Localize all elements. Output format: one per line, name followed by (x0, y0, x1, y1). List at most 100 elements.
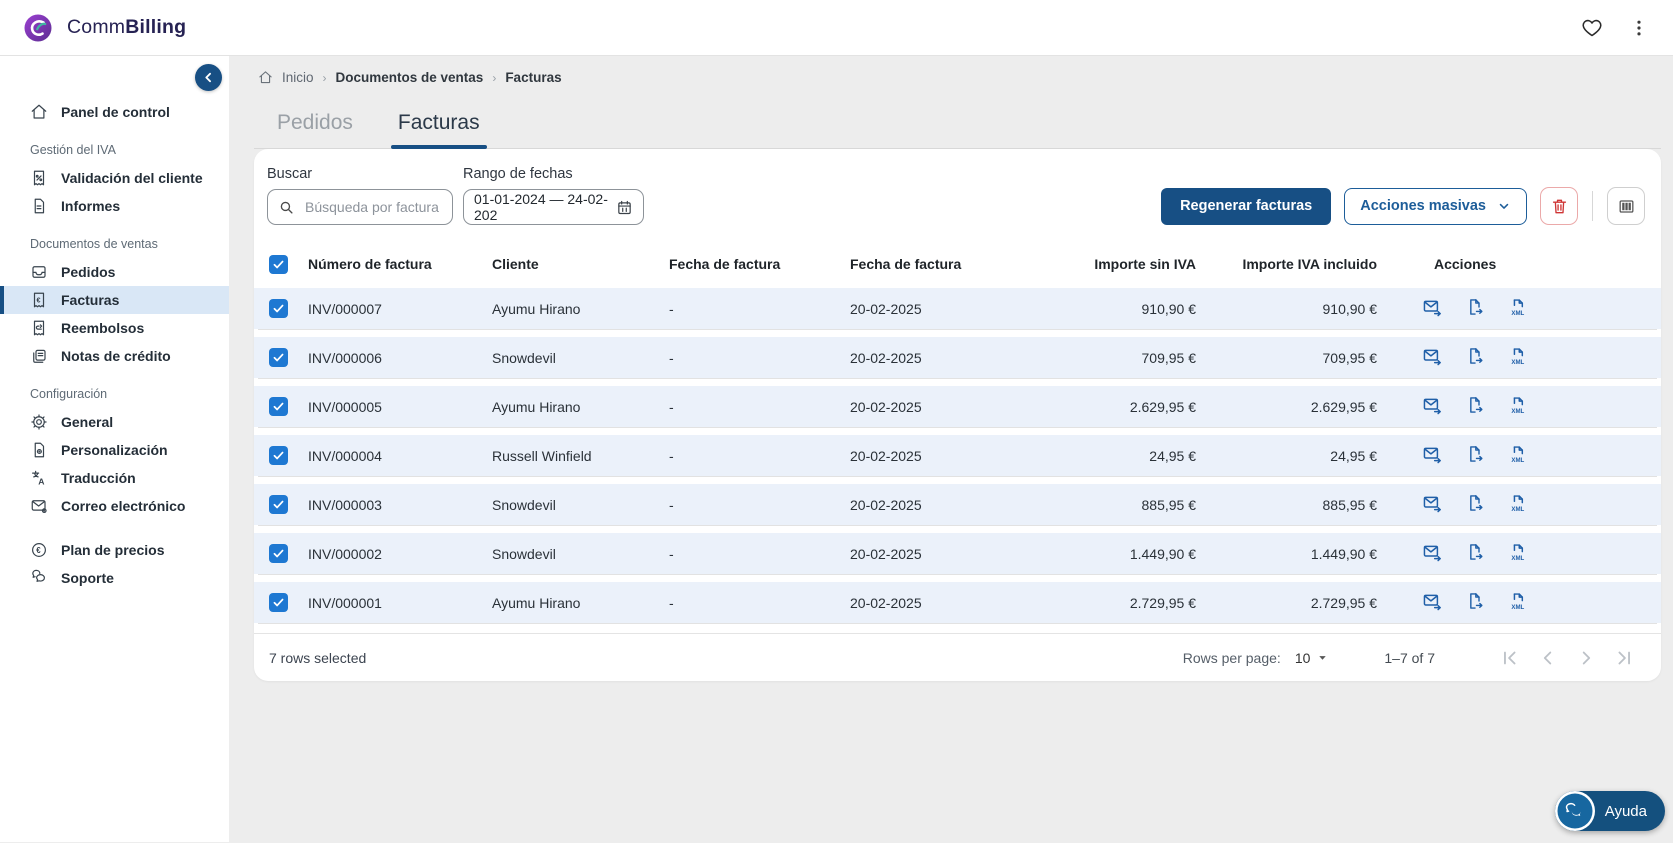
sidebar-item-label: Correo electrónico (61, 498, 186, 514)
row-checkbox[interactable] (269, 446, 288, 465)
sidebar-item-informes[interactable]: Informes (0, 192, 229, 220)
table-row-inv-000006[interactable]: INV/000006 Snowdevil - 20-02-2025 709,95 € 70… (254, 337, 1661, 378)
breadcrumb-documentos-de-ventas[interactable]: Documentos de ventas (335, 70, 484, 85)
sidebar-item-label: Validación del cliente (61, 170, 203, 186)
sidebar-item-label: Traducción (61, 470, 136, 486)
table-footer: 7 rows selected Rows per page: 10 1–7 of… (254, 633, 1661, 681)
table-row-inv-000007[interactable]: INV/000007 Ayumu Hirano - 20-02-2025 910,90 … (254, 288, 1661, 329)
svg-text:XML: XML (1511, 309, 1524, 316)
sidebar-item-label: Facturas (61, 292, 120, 308)
sidebar-item-correo-electronico[interactable]: Correo electrónico (0, 492, 229, 520)
row-checkbox[interactable] (269, 397, 288, 416)
breadcrumb: Inicio › Documentos de ventas › Facturas (254, 70, 1673, 85)
sidebar-item-reembolsos[interactable]: Reembolsos (0, 314, 229, 342)
breadcrumb-separator: › (492, 70, 497, 85)
table-row-inv-000004[interactable]: INV/000004 Russell Winfield - 20-02-2025 24,… (254, 435, 1661, 476)
search-input[interactable] (303, 198, 442, 216)
invoice-date: - (669, 594, 674, 611)
date-range-value: 01-01-2024 — 24-02-202 (474, 191, 608, 223)
table-row-inv-000002[interactable]: INV/000002 Snowdevil - 20-02-2025 1.449,90 €… (254, 533, 1661, 574)
sidebar-item-pedidos[interactable]: Pedidos (0, 258, 229, 286)
delete-selected-button[interactable] (1540, 187, 1578, 225)
send-email-button[interactable] (1422, 297, 1443, 321)
send-email-button[interactable] (1422, 444, 1443, 468)
brand-logo[interactable]: CommBilling (22, 12, 186, 44)
help-button[interactable]: Ayuda (1554, 791, 1665, 831)
sidebar-item-general[interactable]: General (0, 408, 229, 436)
columns-button[interactable] (1607, 187, 1645, 225)
invoice-number: INV/000003 (308, 496, 382, 513)
column-header-importe-sin-iva-4: Importe sin IVA (1094, 256, 1196, 272)
breadcrumb-separator: › (322, 70, 327, 85)
chat-icon (1554, 791, 1595, 831)
select-all-checkbox[interactable] (269, 254, 288, 274)
sidebar-item-notas-de-credito[interactable]: Notas de crédito (0, 342, 229, 370)
sidebar-item-traduccion[interactable]: A Traducción (0, 464, 229, 492)
last-page-button[interactable] (1613, 647, 1635, 669)
download-xml-button[interactable]: XML (1507, 297, 1528, 321)
sidebar-item-soporte[interactable]: Soporte (0, 564, 229, 592)
send-email-button[interactable] (1422, 346, 1443, 370)
download-xml-button[interactable]: XML (1507, 444, 1528, 468)
search-label: Buscar (267, 166, 313, 182)
export-file-button[interactable] (1465, 542, 1485, 566)
calendar-icon (616, 199, 633, 216)
tab-pedidos[interactable]: Pedidos (277, 111, 353, 134)
xml-file-icon: XML (1507, 542, 1528, 566)
sidebar-item-personalizacion[interactable]: Personalización (0, 436, 229, 464)
send-email-button[interactable] (1422, 395, 1443, 419)
row-checkbox[interactable] (269, 593, 288, 612)
row-checkbox[interactable] (269, 544, 288, 563)
row-checkbox[interactable] (269, 495, 288, 514)
export-file-button[interactable] (1465, 297, 1485, 321)
svg-text:XML: XML (1511, 407, 1524, 414)
table-row-inv-000003[interactable]: INV/000003 Snowdevil - 20-02-2025 885,95 € 88… (254, 484, 1661, 525)
column-header-fecha-de-factura-2: Fecha de factura (669, 256, 781, 272)
table-row-inv-000005[interactable]: INV/000005 Ayumu Hirano - 20-02-2025 2.629,9… (254, 386, 1661, 427)
first-page-button[interactable] (1499, 647, 1521, 669)
sidebar-item-panel-de-control[interactable]: Panel de control (0, 98, 229, 126)
rows-per-page-select[interactable]: 10 (1295, 650, 1329, 666)
amount-net: 709,95 € (1141, 349, 1197, 366)
trash-icon (1550, 197, 1569, 216)
invoice-number: INV/000004 (308, 447, 382, 464)
receipt-euro-icon: € (30, 291, 48, 309)
client-name: Ayumu Hirano (492, 398, 581, 415)
tab-facturas[interactable]: Facturas (390, 111, 487, 149)
next-page-button[interactable] (1575, 647, 1597, 669)
client-name: Russell Winfield (492, 447, 592, 464)
row-checkbox[interactable] (269, 348, 288, 367)
export-file-button[interactable] (1465, 346, 1485, 370)
favorites-heart-button[interactable] (1581, 17, 1603, 39)
sidebar-item-validacion-del-cliente[interactable]: Validación del cliente (0, 164, 229, 192)
download-xml-button[interactable]: XML (1507, 493, 1528, 517)
mail-send-icon (1422, 297, 1443, 321)
amount-gross: 2.729,95 € (1310, 594, 1377, 611)
breadcrumb-facturas[interactable]: Facturas (505, 70, 562, 85)
row-checkbox[interactable] (269, 299, 288, 318)
regenerate-invoices-button[interactable]: Regenerar facturas (1161, 187, 1332, 225)
amount-net: 2.729,95 € (1129, 594, 1196, 611)
bulk-actions-button[interactable]: Acciones masivas (1344, 187, 1527, 225)
send-email-button[interactable] (1422, 591, 1443, 615)
breadcrumb-home[interactable]: Inicio (282, 70, 314, 85)
export-file-button[interactable] (1465, 591, 1485, 615)
export-file-button[interactable] (1465, 444, 1485, 468)
download-xml-button[interactable]: XML (1507, 542, 1528, 566)
kebab-menu-button[interactable] (1629, 17, 1649, 39)
brand-name: CommBilling (67, 16, 187, 38)
date-range-input[interactable]: 01-01-2024 — 24-02-202 (463, 189, 644, 225)
download-xml-button[interactable]: XML (1507, 346, 1528, 370)
send-email-button[interactable] (1422, 493, 1443, 517)
export-file-button[interactable] (1465, 493, 1485, 517)
previous-page-button[interactable] (1537, 647, 1559, 669)
sidebar-item-plan-de-precios[interactable]: € Plan de precios (0, 536, 229, 564)
export-file-button[interactable] (1465, 395, 1485, 419)
download-xml-button[interactable]: XML (1507, 591, 1528, 615)
download-xml-button[interactable]: XML (1507, 395, 1528, 419)
commbilling-logo-icon (22, 12, 54, 44)
send-email-button[interactable] (1422, 542, 1443, 566)
sidebar-item-facturas[interactable]: € Facturas (0, 286, 229, 314)
table-row-inv-000001[interactable]: INV/000001 Ayumu Hirano - 20-02-2025 2.729,9… (254, 582, 1661, 623)
sidebar-collapse-button[interactable] (195, 64, 222, 91)
